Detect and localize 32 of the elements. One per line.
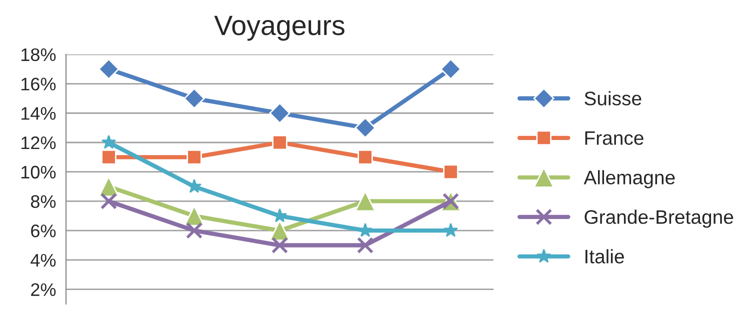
- y-tick-label: 6%: [31, 224, 56, 238]
- point: [186, 222, 203, 239]
- y-tick-label: 14%: [22, 107, 56, 120]
- point: [358, 150, 373, 165]
- legend-label: Grande-Bretagne: [584, 210, 734, 228]
- point: [101, 150, 116, 165]
- point: [272, 134, 288, 150]
- legend-label: France: [585, 131, 644, 145]
- point: [100, 192, 118, 210]
- y-tick-label: 12%: [22, 136, 56, 150]
- point: [186, 178, 202, 193]
- point: [98, 58, 120, 80]
- point: [443, 164, 458, 180]
- chart-title: Voyageurs: [214, 16, 344, 41]
- legend-label: Allemagne: [584, 170, 675, 188]
- point: [184, 88, 205, 109]
- y-tick-label: 8%: [30, 195, 56, 208]
- legend-label: Italie: [586, 249, 624, 264]
- point: [443, 222, 458, 237]
- point: [354, 117, 376, 138]
- point: [186, 150, 202, 165]
- y-tick-label: 16%: [22, 78, 56, 90]
- legend-label: Suisse: [584, 91, 642, 106]
- y-tick-label: 4%: [30, 254, 56, 267]
- point: [356, 236, 374, 254]
- point: [101, 134, 116, 149]
- point: [440, 58, 462, 80]
- y-tick-label: 2%: [31, 283, 56, 296]
- point: [269, 102, 290, 124]
- y-tick-label: 10%: [22, 166, 56, 179]
- point: [271, 236, 288, 254]
- y-tick-label: 18%: [22, 48, 56, 62]
